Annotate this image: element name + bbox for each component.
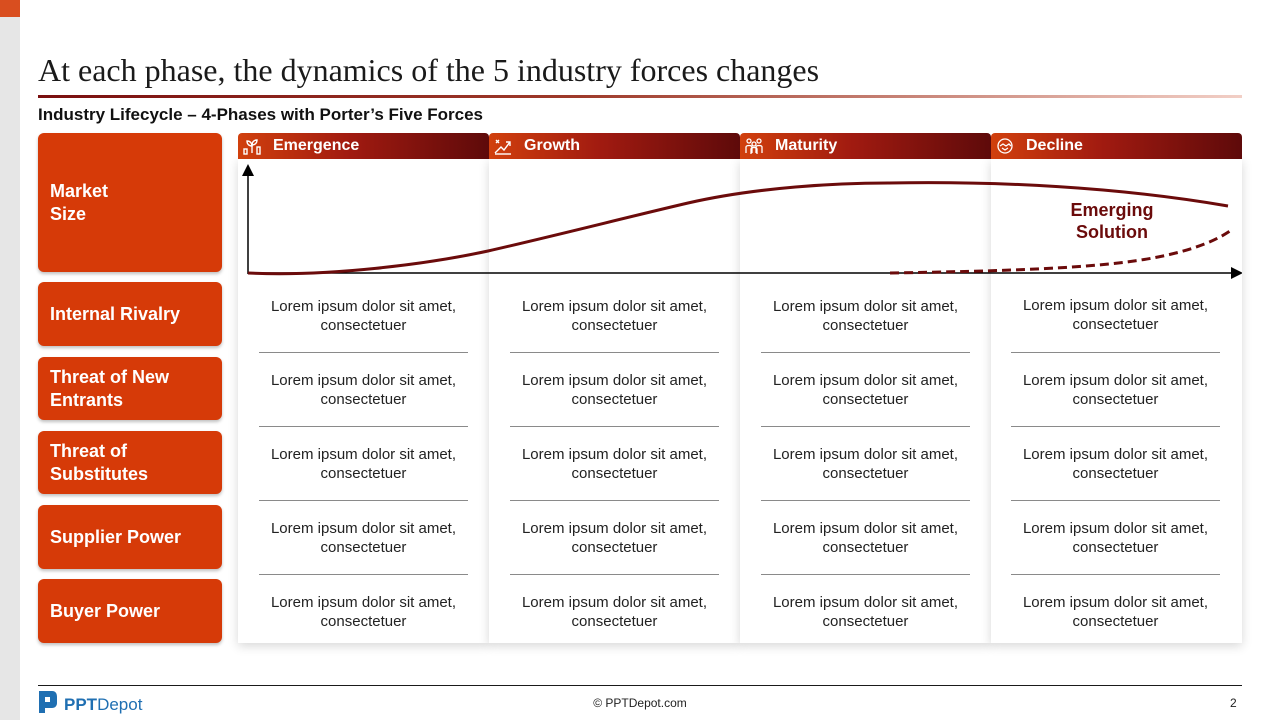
cell-divider: [259, 574, 468, 575]
footer-copyright: © PPTDepot.com: [593, 696, 687, 710]
emerging-solution-curve: [889, 229, 1231, 275]
row-label-threat-substitutes: Threat of Substitutes: [38, 431, 222, 494]
logo-text: PPTDepot: [64, 695, 142, 715]
cell-supplier-maturity: Lorem ipsum dolor sit amet, consectetuer: [772, 520, 959, 556]
phase-label: Maturity: [775, 137, 838, 154]
cell-divider: [510, 426, 719, 427]
cell-rivalry-maturity: Lorem ipsum dolor sit amet, consectetuer: [772, 298, 959, 334]
cell-supplier-growth: Lorem ipsum dolor sit amet, consectetuer: [521, 520, 708, 556]
cell-divider: [761, 500, 970, 501]
cell-substitutes-growth: Lorem ipsum dolor sit amet, consectetuer: [521, 446, 708, 482]
row-label-text: Buyer Power: [50, 600, 161, 621]
cell-new-entrants-growth: Lorem ipsum dolor sit amet, consectetuer: [521, 372, 708, 408]
cell-buyer-decline: Lorem ipsum dolor sit amet, consectetuer: [1022, 594, 1209, 630]
corner-accent: [0, 0, 20, 17]
cell-divider: [761, 574, 970, 575]
phase-column-emergence: [238, 159, 489, 643]
cell-divider: [259, 352, 468, 353]
cell-buyer-maturity: Lorem ipsum dolor sit amet, consectetuer: [772, 594, 959, 630]
phase-header-emergence: Emergence: [238, 133, 489, 159]
logo-text-regular: Depot: [97, 694, 143, 714]
cell-divider: [1011, 352, 1220, 353]
cell-substitutes-decline: Lorem ipsum dolor sit amet, consectetuer: [1022, 446, 1209, 482]
phase-header-growth: Growth: [489, 133, 740, 159]
row-label-supplier-power: Supplier Power: [38, 505, 222, 569]
phase-column-decline: [991, 159, 1242, 643]
cell-divider: [761, 426, 970, 427]
seedling-hand-icon: [241, 136, 263, 156]
row-label-text: Market Size: [50, 181, 109, 224]
emerging-label-line1: Emerging: [1070, 200, 1153, 220]
cell-divider: [761, 352, 970, 353]
phase-header-maturity: Maturity: [740, 133, 991, 159]
phase-label: Decline: [1026, 137, 1083, 154]
cell-new-entrants-maturity: Lorem ipsum dolor sit amet, consectetuer: [772, 372, 959, 408]
cell-supplier-emergence: Lorem ipsum dolor sit amet, consectetuer: [270, 520, 457, 556]
cell-divider: [259, 500, 468, 501]
title-underline: [38, 95, 1242, 98]
cell-new-entrants-decline: Lorem ipsum dolor sit amet, consectetuer: [1022, 372, 1209, 408]
phase-column-maturity: [740, 159, 991, 643]
pptdepot-logo: PPTDepot: [38, 690, 142, 719]
row-label-text: Internal Rivalry: [50, 303, 181, 324]
row-label-text: Threat of Substitutes: [50, 440, 149, 484]
left-margin-strip: [0, 0, 20, 720]
cell-buyer-growth: Lorem ipsum dolor sit amet, consectetuer: [521, 594, 708, 630]
cell-divider: [510, 574, 719, 575]
market-size-curve: [247, 181, 1229, 276]
row-label-internal-rivalry: Internal Rivalry: [38, 282, 222, 346]
cell-buyer-emergence: Lorem ipsum dolor sit amet, consectetuer: [270, 594, 457, 630]
cell-divider: [1011, 574, 1220, 575]
cell-substitutes-maturity: Lorem ipsum dolor sit amet, consectetuer: [772, 446, 959, 482]
cell-substitutes-emergence: Lorem ipsum dolor sit amet, consectetuer: [270, 446, 457, 482]
cell-divider: [1011, 500, 1220, 501]
cell-rivalry-emergence: Lorem ipsum dolor sit amet, consectetuer: [270, 298, 457, 334]
emerging-label-line2: Solution: [1076, 222, 1148, 242]
cell-divider: [510, 500, 719, 501]
cell-rivalry-decline: Lorem ipsum dolor sit amet, consectetuer: [1022, 297, 1209, 333]
cell-rivalry-growth: Lorem ipsum dolor sit amet, consectetuer: [521, 298, 708, 334]
cell-new-entrants-emergence: Lorem ipsum dolor sit amet, consectetuer: [270, 372, 457, 408]
logo-mark-icon: [38, 690, 58, 719]
market-size-chart: Emerging Solution: [242, 164, 1242, 279]
phase-label: Growth: [524, 137, 580, 154]
growth-chart-icon: [492, 136, 514, 156]
row-label-buyer-power: Buyer Power: [38, 579, 222, 643]
row-label-text: Threat of New Entrants: [50, 366, 170, 410]
page-number: 2: [1230, 696, 1237, 710]
cell-divider: [510, 352, 719, 353]
logo-text-bold: PPT: [64, 694, 98, 714]
row-label-market-size: Market Size: [38, 133, 222, 272]
cell-divider: [259, 426, 468, 427]
cell-divider: [1011, 426, 1220, 427]
row-label-threat-new-entrants: Threat of New Entrants: [38, 357, 222, 420]
phase-label: Emergence: [273, 137, 360, 154]
slide-subtitle: Industry Lifecycle – 4-Phases with Porte…: [38, 105, 484, 124]
phase-header-decline: Decline: [991, 133, 1242, 159]
people-group-icon: [743, 136, 765, 156]
slide-title: At each phase, the dynamics of the 5 ind…: [38, 52, 820, 88]
cell-supplier-decline: Lorem ipsum dolor sit amet, consectetuer: [1022, 520, 1209, 556]
handshake-icon: [994, 136, 1016, 156]
footer-rule: [38, 685, 1242, 686]
row-label-text: Supplier Power: [50, 526, 182, 547]
